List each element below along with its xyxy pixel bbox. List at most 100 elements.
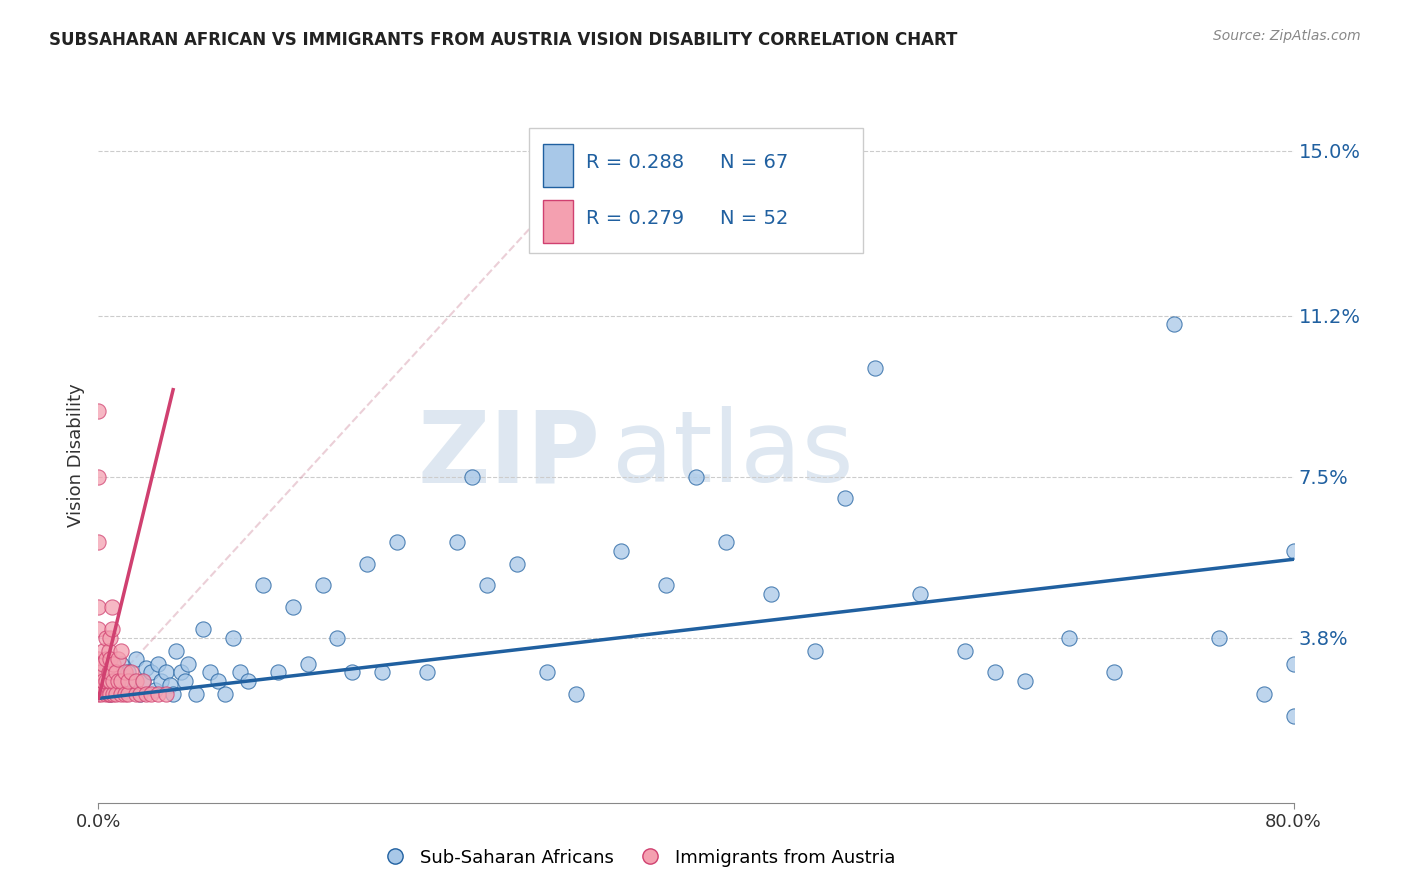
Point [155,687,177,701]
Point [117,687,139,701]
Point [97,687,120,701]
Point [110,657,132,671]
Point [114,665,136,680]
Point [385,535,409,549]
Point [610,543,633,558]
Point [207,674,229,689]
Point [114,687,136,701]
Point [326,631,349,645]
Point [446,535,468,549]
Point [169,665,191,680]
Point [98,674,122,689]
Point [1208,631,1230,645]
Point [98,687,122,701]
Text: atlas: atlas [612,407,853,503]
Point [1014,674,1036,689]
Point [117,665,139,680]
Point [107,674,129,689]
Point [165,643,187,657]
Point [1104,665,1126,680]
Point [191,622,214,636]
Point [107,652,129,666]
Text: R = 0.288: R = 0.288 [586,153,685,172]
Point [91,657,114,671]
Point [132,674,155,689]
Point [125,687,148,701]
FancyBboxPatch shape [529,128,863,253]
Point [97,665,120,680]
Point [98,687,122,701]
Point [174,674,197,689]
Point [91,643,114,657]
Point [139,665,162,680]
Point [114,682,136,697]
Point [94,687,117,701]
Point [87,622,110,636]
Point [103,687,125,701]
Point [908,587,931,601]
Point [94,652,117,666]
Point [117,674,139,689]
Point [87,674,110,689]
Point [214,687,236,701]
Point [87,469,110,483]
Point [252,578,274,592]
Point [236,674,259,689]
Point [101,600,124,615]
Point [98,631,122,645]
Point [132,674,155,689]
Point [162,687,184,701]
Point [267,665,290,680]
FancyBboxPatch shape [543,144,572,187]
Point [143,682,166,697]
Point [536,665,558,680]
Point [94,674,117,689]
Point [101,622,124,636]
Point [148,657,170,671]
Point [87,404,110,418]
Point [98,665,122,680]
Point [90,665,112,680]
Point [87,652,110,666]
Point [97,643,120,657]
Point [135,661,157,675]
Legend: Sub-Saharan Africans, Immigrants from Austria: Sub-Saharan Africans, Immigrants from Au… [370,841,903,874]
Point [1059,631,1081,645]
Point [200,665,222,680]
Text: SUBSAHARAN AFRICAN VS IMMIGRANTS FROM AUSTRIA VISION DISABILITY CORRELATION CHAR: SUBSAHARAN AFRICAN VS IMMIGRANTS FROM AU… [49,31,957,49]
Text: ZIP: ZIP [418,407,600,503]
Point [184,687,207,701]
Point [87,687,110,701]
Point [139,687,162,701]
Point [1282,543,1305,558]
Point [655,578,678,592]
Point [103,657,125,671]
Point [125,674,148,689]
Point [105,665,128,680]
Point [229,665,252,680]
Text: N = 52: N = 52 [720,209,789,227]
Point [110,643,132,657]
Point [135,687,157,701]
Point [1282,708,1305,723]
Point [98,652,122,666]
Point [150,674,173,689]
Point [159,678,181,692]
Point [1253,687,1275,701]
Point [90,687,112,701]
Point [281,600,304,615]
Point [87,600,110,615]
Text: R = 0.279: R = 0.279 [586,209,685,227]
Point [177,657,200,671]
Point [953,643,976,657]
Point [94,631,117,645]
Point [1163,318,1185,332]
Point [416,665,439,680]
Point [120,665,142,680]
Point [103,674,125,689]
Text: Source: ZipAtlas.com: Source: ZipAtlas.com [1213,29,1361,43]
Point [685,469,707,483]
Y-axis label: Vision Disability: Vision Disability [66,383,84,527]
Point [983,665,1005,680]
Point [222,631,245,645]
